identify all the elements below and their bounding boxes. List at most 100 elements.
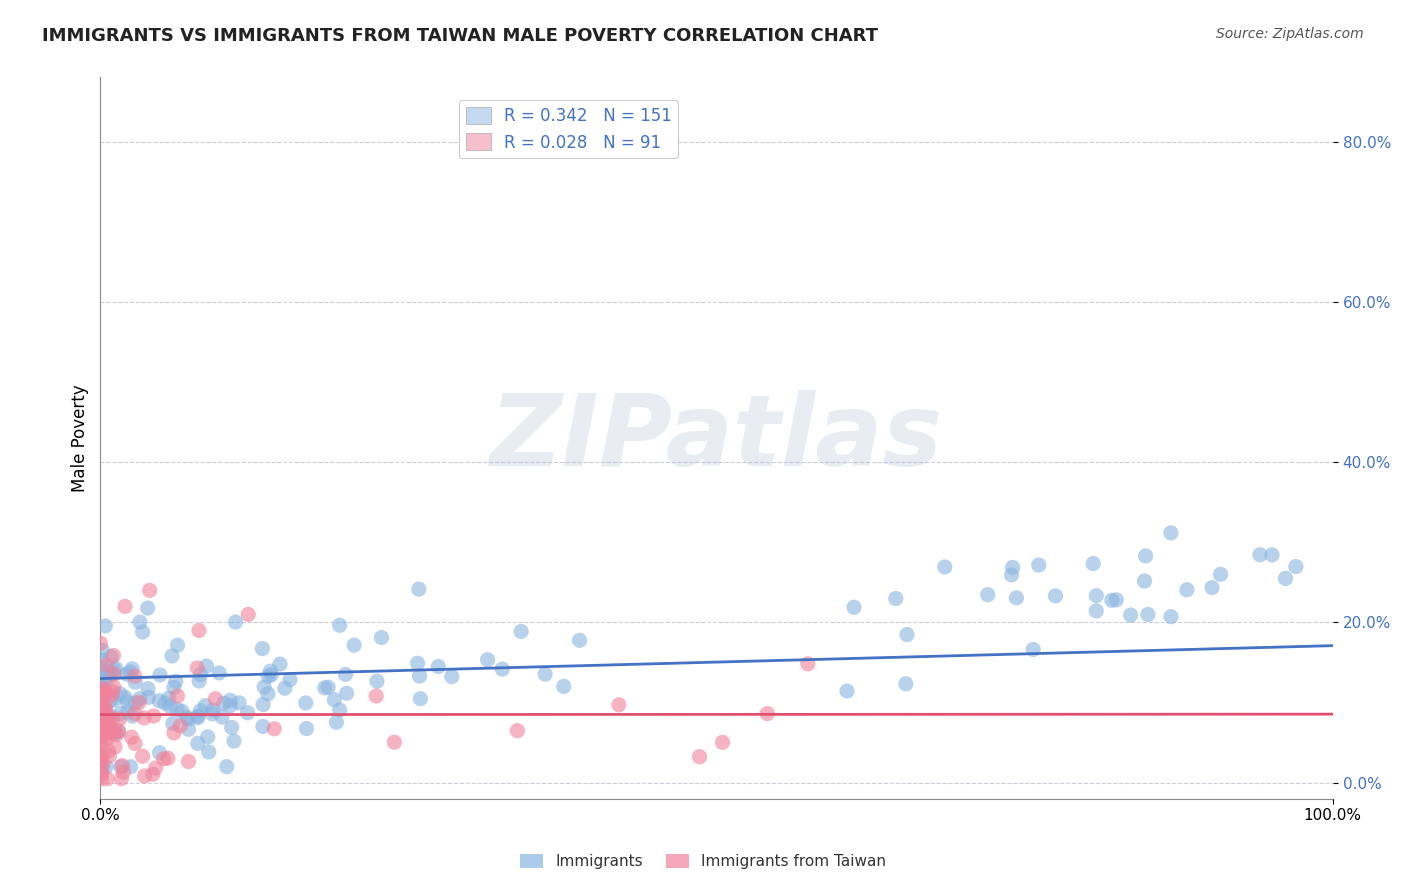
Immigrants from Taiwan bbox=[96, 686, 118, 700]
Immigrants bbox=[136, 681, 159, 696]
Immigrants from Taiwan bbox=[91, 700, 114, 714]
Immigrants bbox=[159, 699, 181, 714]
Immigrants from Taiwan bbox=[94, 698, 117, 713]
Immigrants from Taiwan bbox=[91, 701, 114, 715]
Immigrants bbox=[201, 706, 224, 721]
Text: Source: ZipAtlas.com: Source: ZipAtlas.com bbox=[1216, 27, 1364, 41]
Immigrants bbox=[477, 653, 499, 667]
Immigrants bbox=[257, 669, 280, 683]
Immigrants bbox=[366, 674, 388, 689]
Immigrants from Taiwan bbox=[89, 706, 111, 720]
Immigrants from Taiwan bbox=[177, 755, 200, 769]
Immigrants bbox=[90, 717, 112, 731]
Legend: R = 0.342   N = 151, R = 0.028   N = 91: R = 0.342 N = 151, R = 0.028 N = 91 bbox=[458, 100, 679, 158]
Immigrants from Taiwan bbox=[132, 711, 155, 725]
Immigrants from Taiwan bbox=[97, 744, 120, 758]
Immigrants bbox=[197, 730, 219, 744]
Immigrants bbox=[568, 633, 591, 648]
Immigrants bbox=[103, 663, 125, 677]
Immigrants bbox=[129, 615, 152, 629]
Immigrants bbox=[166, 638, 188, 652]
Immigrants bbox=[1000, 567, 1022, 582]
Immigrants bbox=[236, 706, 259, 720]
Immigrants bbox=[842, 600, 865, 615]
Immigrants bbox=[190, 704, 212, 718]
Immigrants bbox=[553, 679, 575, 693]
Immigrants from Taiwan bbox=[131, 749, 153, 764]
Immigrants from Taiwan bbox=[91, 681, 114, 695]
Immigrants bbox=[1045, 589, 1067, 603]
Immigrants bbox=[118, 665, 141, 679]
Immigrants bbox=[1001, 560, 1024, 574]
Immigrants from Taiwan bbox=[166, 689, 188, 703]
Immigrants bbox=[195, 659, 218, 673]
Immigrants bbox=[124, 696, 146, 710]
Immigrants bbox=[138, 690, 160, 705]
Immigrants from Taiwan bbox=[90, 737, 112, 751]
Immigrants from Taiwan bbox=[89, 706, 111, 721]
Immigrants bbox=[1175, 582, 1198, 597]
Immigrants from Taiwan bbox=[128, 695, 150, 709]
Immigrants bbox=[148, 694, 170, 708]
Immigrants bbox=[1136, 607, 1159, 622]
Immigrants bbox=[1135, 549, 1157, 563]
Immigrants bbox=[153, 696, 176, 710]
Immigrants bbox=[202, 703, 225, 717]
Immigrants bbox=[976, 588, 998, 602]
Immigrants bbox=[166, 702, 188, 716]
Immigrants from Taiwan bbox=[163, 726, 186, 740]
Immigrants bbox=[103, 693, 125, 707]
Immigrants from Taiwan bbox=[506, 723, 529, 738]
Immigrants from Taiwan bbox=[366, 689, 388, 703]
Immigrants bbox=[1101, 593, 1123, 607]
Immigrants from Taiwan bbox=[96, 711, 118, 725]
Immigrants bbox=[108, 687, 131, 701]
Immigrants bbox=[1083, 557, 1105, 571]
Immigrants bbox=[149, 668, 172, 682]
Immigrants bbox=[93, 664, 115, 678]
Immigrants bbox=[120, 760, 142, 774]
Immigrants bbox=[91, 643, 114, 657]
Immigrants bbox=[406, 657, 429, 671]
Immigrants bbox=[100, 709, 122, 723]
Immigrants from Taiwan bbox=[94, 702, 117, 716]
Immigrants from Taiwan bbox=[142, 709, 165, 723]
Immigrants bbox=[136, 601, 159, 615]
Immigrants bbox=[177, 723, 200, 737]
Immigrants from Taiwan bbox=[96, 707, 118, 722]
Immigrants bbox=[89, 680, 111, 694]
Immigrants from Taiwan bbox=[90, 739, 112, 753]
Immigrants from Taiwan bbox=[103, 667, 125, 681]
Immigrants bbox=[269, 657, 291, 671]
Immigrants bbox=[1261, 548, 1284, 562]
Immigrants from Taiwan bbox=[96, 713, 118, 727]
Immigrants bbox=[427, 659, 450, 673]
Immigrants bbox=[370, 631, 392, 645]
Immigrants from Taiwan bbox=[97, 727, 120, 741]
Immigrants bbox=[110, 760, 132, 774]
Immigrants bbox=[163, 681, 186, 695]
Immigrants from Taiwan bbox=[142, 767, 165, 781]
Immigrants from Taiwan bbox=[91, 687, 114, 701]
Immigrants bbox=[96, 760, 118, 774]
Immigrants bbox=[93, 709, 115, 723]
Immigrants from Taiwan bbox=[145, 761, 167, 775]
Immigrants from Taiwan bbox=[711, 735, 734, 749]
Immigrants bbox=[1160, 525, 1182, 540]
Immigrants bbox=[221, 720, 243, 734]
Immigrants from Taiwan bbox=[91, 759, 114, 773]
Immigrants bbox=[215, 760, 238, 774]
Text: IMMIGRANTS VS IMMIGRANTS FROM TAIWAN MALE POVERTY CORRELATION CHART: IMMIGRANTS VS IMMIGRANTS FROM TAIWAN MAL… bbox=[42, 27, 879, 45]
Immigrants bbox=[1274, 571, 1296, 585]
Immigrants bbox=[1160, 609, 1182, 624]
Immigrants bbox=[274, 681, 297, 696]
Immigrants bbox=[335, 667, 357, 681]
Immigrants from Taiwan bbox=[105, 728, 128, 742]
Immigrants from Taiwan bbox=[93, 686, 115, 700]
Immigrants bbox=[208, 665, 231, 680]
Immigrants from Taiwan bbox=[90, 772, 112, 786]
Immigrants from Taiwan bbox=[89, 717, 111, 731]
Immigrants bbox=[1005, 591, 1028, 605]
Immigrants bbox=[187, 711, 209, 725]
Immigrants bbox=[323, 692, 346, 706]
